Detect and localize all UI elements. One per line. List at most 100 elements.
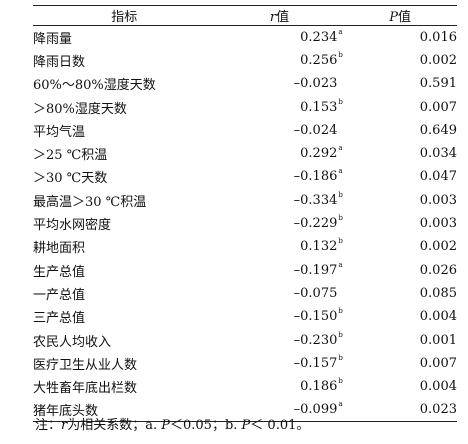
significance-slot: a [337, 27, 343, 45]
table-row: 降雨量 0.234a 0.016 [33, 26, 457, 49]
p-value-cell: 0.016 [419, 29, 457, 45]
significance-mark: b [338, 237, 343, 246]
p-value-cell: 0.085 [419, 285, 457, 301]
significance-mark: b [338, 50, 343, 59]
r-value: –0.150 [293, 309, 338, 325]
r-value-group: –0.150b [285, 307, 343, 325]
r-value-group: –0.334b [285, 190, 343, 208]
significance-slot: b [337, 331, 343, 348]
header-indicator: 指标 [33, 5, 216, 26]
r-value-cell: –0.075 [216, 282, 344, 305]
indicator-cell: 降雨日数 [33, 54, 86, 70]
significance-mark: b [338, 214, 343, 223]
table-row: 降雨日数 0.256b 0.002 [33, 49, 457, 72]
r-value: –0.157 [293, 355, 338, 371]
significance-mark: b [338, 190, 343, 199]
significance-mark: a [338, 144, 343, 153]
significance-slot: b [337, 353, 343, 371]
r-value: –0.197 [293, 262, 338, 278]
indicator-cell: ＞80%湿度天数 [33, 101, 127, 117]
r-value-cell: –0.229b [216, 212, 344, 235]
table-note: 注：r为相关系数；a. P＜0.05；b. P＜ 0.01。 [35, 414, 309, 433]
indicator-cell: 最高温＞30 ℃积温 [33, 194, 147, 210]
significance-slot: a [337, 260, 343, 278]
note-prefix: 注： [35, 418, 62, 433]
r-value-group: 0.292a [285, 144, 343, 162]
correlation-table: 指标 r值 P值 降雨量 0.234a 0.016 降雨日数 0.256b 0.002 60… [33, 5, 457, 423]
r-value: –0.230 [293, 332, 338, 348]
p-value-cell: 0.003 [419, 216, 457, 232]
r-value-group: –0.229b [285, 214, 343, 232]
significance-slot: a [337, 144, 343, 161]
r-value-cell: –0.024 [216, 119, 344, 142]
significance-mark: a [338, 260, 343, 269]
r-value: –0.023 [293, 76, 338, 92]
r-value-cell: 0.186b [216, 375, 344, 398]
note-r-symbol: r [61, 418, 68, 433]
r-value-group: 0.132b [285, 237, 343, 254]
table-row: ＞25 ℃积温 0.292a 0.034 [33, 142, 457, 165]
r-value-group: –0.099a [285, 400, 343, 418]
header-r-suffix: 值 [276, 10, 290, 25]
indicator-cell: ＞25 ℃积温 [33, 148, 108, 164]
indicator-cell: 三产总值 [33, 311, 86, 327]
r-value-group: –0.024 [285, 123, 343, 138]
indicator-cell: 降雨量 [33, 31, 73, 47]
note-part1: 为相关系数；a. [67, 418, 162, 433]
r-value-cell: –0.334b [216, 189, 344, 212]
significance-mark: b [338, 353, 343, 362]
header-p-value: P值 [343, 5, 457, 26]
r-value-cell: –0.197a [216, 258, 344, 281]
indicator-cell: 平均气温 [33, 124, 86, 140]
r-value-group: 0.186b [285, 377, 343, 395]
r-value: 0.186 [300, 379, 338, 395]
r-value: –0.229 [293, 216, 338, 232]
significance-slot: b [337, 377, 343, 394]
r-value: –0.186 [293, 169, 338, 185]
header-r-symbol: r [269, 10, 277, 25]
significance-mark: a [338, 27, 343, 36]
r-value: –0.334 [293, 192, 338, 208]
r-value: –0.099 [293, 402, 338, 418]
r-value-group: –0.186a [285, 167, 343, 185]
note-part3: ＜ 0.01。 [250, 418, 310, 433]
p-value-cell: 0.002 [419, 239, 457, 255]
header-p-symbol: P [389, 10, 399, 25]
r-value-cell: 0.292a [216, 142, 344, 165]
r-value: 0.234 [300, 29, 338, 45]
p-value-cell: 0.007 [419, 355, 457, 371]
table-row: 平均气温 –0.024 0.649 [33, 119, 457, 142]
r-value: 0.292 [300, 146, 338, 162]
table-row: ＞80%湿度天数 0.153b 0.007 [33, 95, 457, 118]
significance-mark: a [338, 400, 343, 409]
table-row: 三产总值 –0.150b 0.004 [33, 305, 457, 328]
r-value-cell: 0.153b [216, 95, 344, 118]
r-value-cell: –0.230b [216, 328, 344, 351]
r-value-cell: 0.256b [216, 49, 344, 72]
table-row: 农民人均收入 –0.230b 0.001 [33, 328, 457, 351]
indicator-cell: 农民人均收入 [33, 334, 112, 350]
note-part2: ＜0.05；b. [170, 418, 242, 433]
indicator-cell: 大牲畜年底出栏数 [33, 381, 138, 397]
indicator-cell: 一产总值 [33, 287, 86, 303]
table-row: 猪年底头数 –0.099a 0.023 [33, 398, 457, 423]
r-value-group: 0.234a [285, 27, 343, 45]
indicator-cell: ＞30 ℃天数 [33, 171, 108, 187]
significance-slot: b [337, 50, 343, 68]
r-value-cell: 0.132b [216, 235, 344, 258]
table-row: 耕地面积 0.132b 0.002 [33, 235, 457, 258]
significance-mark: b [338, 97, 343, 106]
significance-slot: b [337, 237, 343, 254]
table-row: 60%～80%湿度天数 –0.023 0.591 [33, 72, 457, 95]
indicator-cell: 医疗卫生从业人数 [33, 357, 138, 373]
r-value-cell: –0.099a [215, 398, 344, 423]
r-value-cell: 0.234a [216, 26, 344, 49]
header-p-suffix: 值 [398, 10, 412, 25]
significance-slot: b [337, 190, 343, 208]
significance-slot: a [337, 400, 343, 417]
header-indicator-text: 指标 [111, 10, 138, 25]
table-row: 大牲畜年底出栏数 0.186b 0.004 [33, 375, 457, 398]
p-value-cell: 0.591 [419, 76, 457, 92]
p-value-cell: 0.004 [419, 379, 457, 395]
